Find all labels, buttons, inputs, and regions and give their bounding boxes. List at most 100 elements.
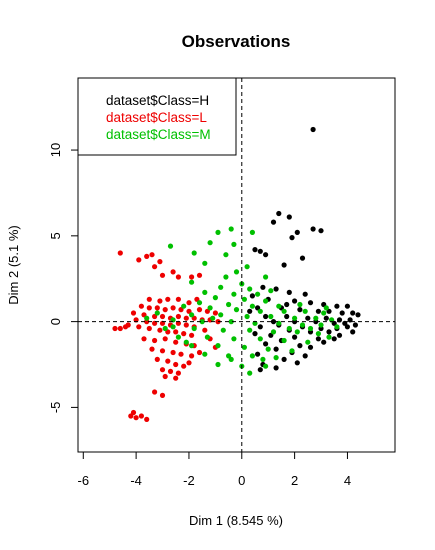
data-point bbox=[231, 291, 237, 297]
y-axis-label: Dim 2 (5.1 %) bbox=[6, 225, 21, 304]
data-point bbox=[263, 298, 269, 304]
data-point bbox=[170, 305, 176, 311]
data-point bbox=[146, 325, 152, 332]
data-point bbox=[299, 322, 306, 328]
data-point bbox=[122, 324, 129, 330]
data-point bbox=[270, 219, 277, 225]
data-point bbox=[247, 327, 253, 333]
data-point bbox=[146, 296, 152, 302]
data-point bbox=[334, 324, 340, 330]
y-tick-label: 10 bbox=[48, 143, 63, 157]
data-point bbox=[292, 298, 298, 304]
data-point bbox=[228, 319, 234, 325]
data-point bbox=[175, 334, 181, 340]
data-point bbox=[263, 363, 269, 369]
data-point bbox=[331, 336, 337, 342]
data-point bbox=[263, 274, 269, 280]
data-point bbox=[152, 264, 158, 270]
data-point bbox=[263, 313, 269, 320]
data-point bbox=[152, 337, 158, 344]
data-point bbox=[173, 361, 179, 368]
data-point bbox=[144, 416, 150, 422]
data-point bbox=[128, 413, 134, 419]
data-point bbox=[297, 343, 303, 349]
x-tick-label: 0 bbox=[238, 473, 245, 488]
data-point bbox=[186, 360, 192, 366]
data-point bbox=[297, 307, 303, 313]
data-point bbox=[315, 331, 321, 337]
data-point bbox=[307, 300, 314, 306]
data-point bbox=[292, 334, 298, 340]
data-point bbox=[286, 289, 292, 295]
data-point bbox=[302, 308, 308, 314]
data-point bbox=[215, 343, 221, 349]
data-point bbox=[302, 291, 308, 297]
data-point bbox=[323, 305, 329, 311]
data-point bbox=[183, 315, 189, 321]
data-point bbox=[249, 353, 255, 359]
data-point bbox=[257, 324, 263, 330]
data-point bbox=[167, 243, 174, 249]
data-point bbox=[144, 315, 150, 321]
data-point bbox=[310, 226, 316, 232]
x-axis: -6 -4 -2 0 2 4 bbox=[78, 452, 351, 488]
data-point bbox=[244, 264, 250, 270]
x-tick-label: -6 bbox=[78, 473, 90, 488]
data-point bbox=[257, 367, 263, 373]
data-point bbox=[170, 269, 176, 275]
data-point bbox=[281, 308, 287, 314]
data-point bbox=[352, 322, 358, 328]
data-point bbox=[138, 303, 144, 309]
data-point bbox=[299, 255, 306, 261]
data-point bbox=[112, 325, 118, 332]
data-point bbox=[152, 313, 158, 320]
data-point bbox=[257, 248, 263, 254]
data-point bbox=[215, 361, 221, 368]
x-axis-label: Dim 1 (8.545 %) bbox=[189, 513, 283, 528]
data-point bbox=[186, 300, 192, 306]
data-point bbox=[273, 365, 279, 371]
data-point bbox=[297, 301, 303, 308]
data-point bbox=[159, 367, 166, 373]
data-point bbox=[231, 241, 237, 247]
data-point bbox=[247, 370, 253, 376]
x-tick-label: 4 bbox=[344, 473, 351, 488]
data-point bbox=[241, 296, 247, 302]
data-point bbox=[189, 312, 195, 318]
data-point bbox=[144, 253, 150, 259]
data-point bbox=[305, 315, 311, 321]
data-point bbox=[292, 315, 298, 321]
data-point bbox=[228, 356, 234, 362]
data-point bbox=[149, 252, 155, 258]
data-point bbox=[289, 235, 295, 241]
data-point bbox=[294, 229, 300, 235]
data-point bbox=[181, 331, 187, 337]
data-point bbox=[189, 274, 195, 280]
data-point bbox=[133, 415, 139, 421]
data-point bbox=[270, 329, 277, 335]
legend: dataset$Class=H dataset$Class=L dataset$… bbox=[77, 77, 237, 156]
data-point bbox=[263, 252, 269, 258]
data-point bbox=[175, 370, 181, 376]
data-point bbox=[249, 293, 255, 299]
data-point bbox=[196, 300, 203, 306]
data-point bbox=[138, 413, 144, 419]
data-point bbox=[276, 210, 282, 217]
data-point bbox=[202, 351, 208, 357]
data-point bbox=[157, 327, 163, 333]
data-point bbox=[307, 344, 314, 350]
data-point bbox=[339, 310, 345, 316]
data-point bbox=[152, 389, 158, 395]
data-point bbox=[159, 392, 166, 398]
data-point bbox=[175, 296, 181, 302]
data-point bbox=[323, 315, 329, 321]
data-point bbox=[249, 303, 255, 309]
data-point bbox=[247, 286, 253, 292]
data-point bbox=[202, 327, 208, 333]
data-point bbox=[281, 356, 287, 362]
data-point bbox=[302, 353, 308, 359]
legend-box bbox=[77, 77, 237, 156]
data-point bbox=[223, 274, 229, 280]
data-point bbox=[159, 348, 166, 354]
data-point bbox=[165, 296, 171, 302]
